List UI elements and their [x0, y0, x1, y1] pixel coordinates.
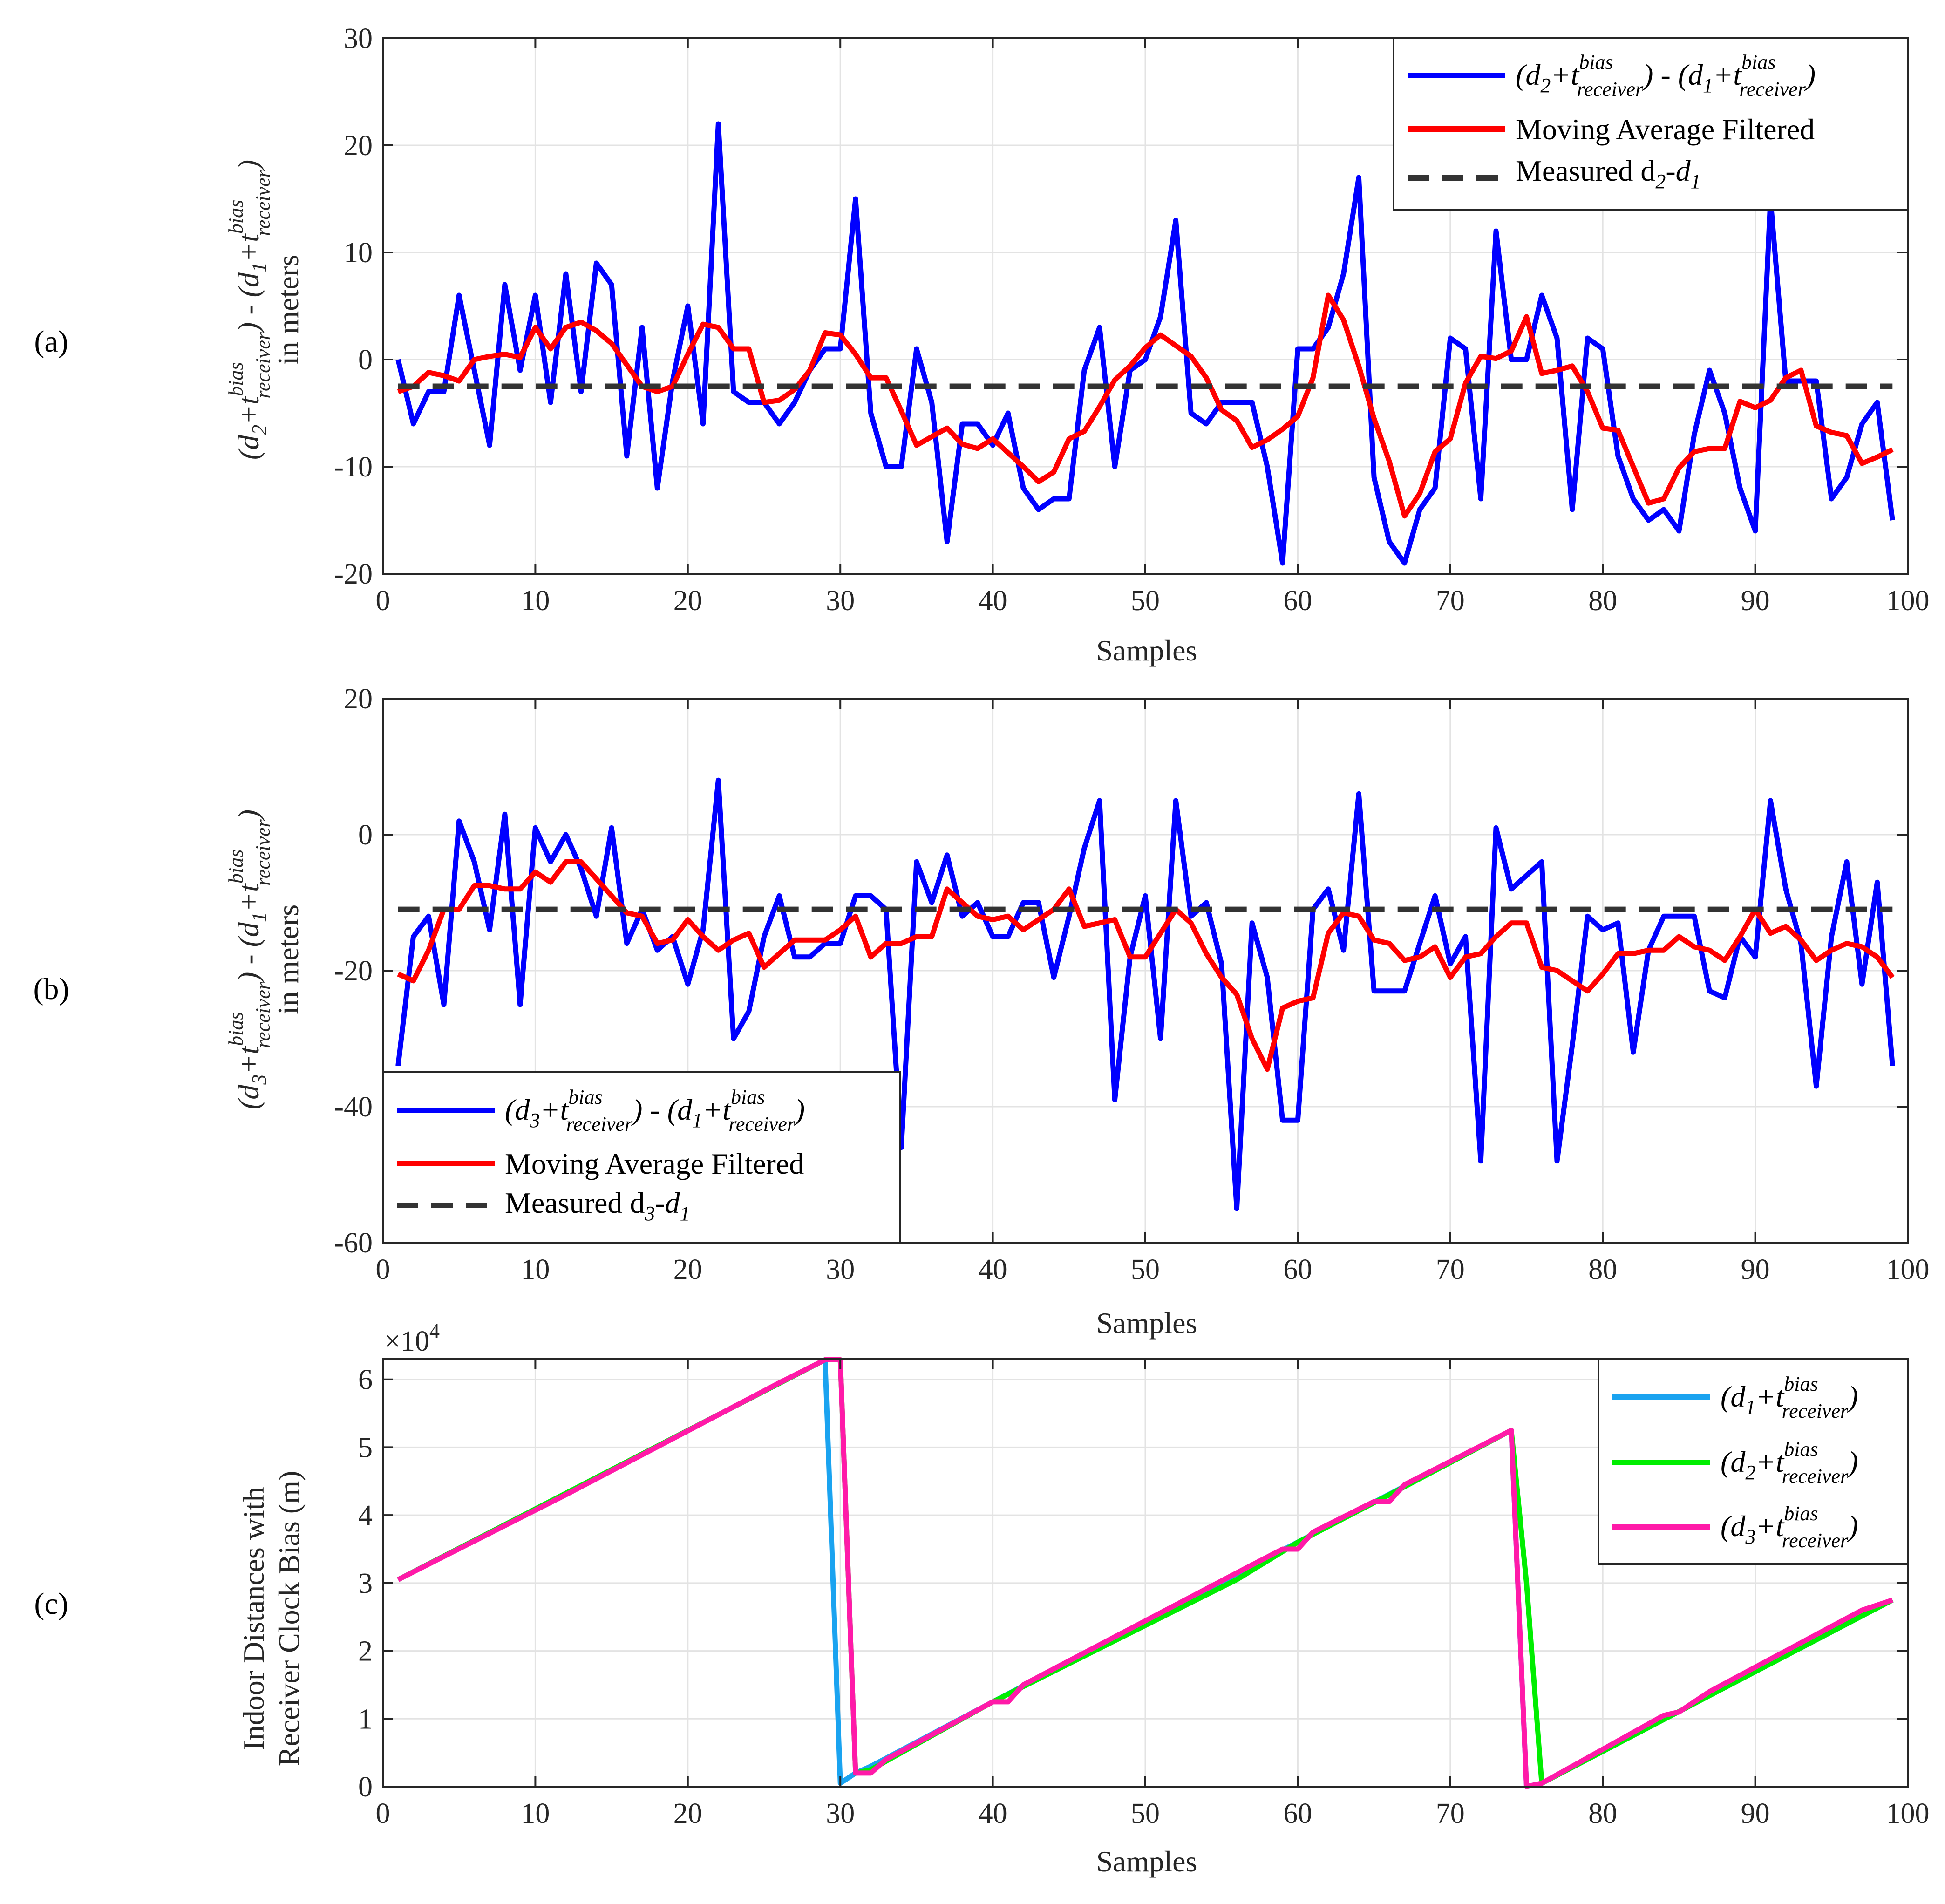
panel-b-xtick-label-5: 50 — [1131, 1254, 1160, 1285]
panel-b-legend-entry-0: (d3+tbias receiver) - (d1+tbias receiver) — [505, 1086, 805, 1136]
panel-c-xtick-label-2: 20 — [673, 1798, 702, 1829]
panel-c-ticks: 0 10 20 30 40 50 60 70 80 90 100 0 1 2 3 4 5 6 — [358, 1359, 1930, 1829]
panel-a-xtick-label-9: 90 — [1741, 585, 1770, 617]
panel-c-ytick-label-0: 0 — [358, 1771, 373, 1803]
panel-c-exponent-label: ×104 — [384, 1319, 440, 1357]
panel-c-legend-entry-0: (d1+tbias receiver) — [1721, 1373, 1858, 1422]
panel-a-x-axis-label: Samples — [1096, 634, 1197, 667]
panel-a-ytick-label-0: -20 — [334, 558, 373, 590]
panel-a-label: (a) — [34, 325, 68, 359]
panel-a-ytick-label-5: 30 — [344, 23, 373, 54]
panel-b-xtick-label-6: 60 — [1283, 1254, 1312, 1285]
panel-a-xtick-label-5: 50 — [1131, 585, 1160, 617]
panel-c-legend: (d1+tbias receiver) (d2+tbias receiver) (d… — [1598, 1358, 1909, 1565]
panel-b-xtick-label-7: 70 — [1436, 1254, 1465, 1285]
panel-a-ytick-label-2: 0 — [358, 344, 373, 376]
panel-b: (b) 0 10 20 30 40 50 60 70 80 90 100 -60 -40 -20 0 20 S… — [34, 683, 1930, 1340]
panel-a: (a) 0 10 20 30 40 50 60 70 80 90 100-20-100102030 … — [34, 23, 1929, 667]
panel-a-xtick-label-0: 0 — [376, 585, 390, 617]
panel-b-legend-entry-2: Measured d3-d1 — [505, 1186, 690, 1225]
panel-b-y-axis-label: (d3+tbias receiver) - (d1+tbias receiver) … — [224, 809, 305, 1109]
panel-b-x-axis-label: Samples — [1096, 1306, 1197, 1340]
panel-b-ytick-label-4: 20 — [344, 683, 373, 715]
panel-a-y-axis-label-line2: in meters — [272, 255, 305, 365]
panel-c: (c) 0 10 20 30 40 50 60 70 80 90 100 0 1 2 3 4 5 6 Sample… — [34, 1319, 1929, 1878]
panel-b-ticks: 0 10 20 30 40 50 60 70 80 90 100 -60 -40 -20 0 20 — [334, 683, 1929, 1285]
panel-b-xtick-label-10: 100 — [1886, 1254, 1930, 1285]
panel-c-legend-entry-1: (d2+tbias receiver) — [1721, 1438, 1858, 1488]
panel-c-xtick-label-7: 70 — [1436, 1798, 1465, 1829]
panel-b-xtick-label-2: 20 — [673, 1254, 702, 1285]
panel-c-y-axis-label-line2: Receiver Clock Bias (m) — [272, 1471, 306, 1766]
panel-c-xtick-label-8: 80 — [1588, 1798, 1617, 1829]
panel-b-xtick-label-1: 10 — [521, 1254, 550, 1285]
panel-c-ytick-label-5: 5 — [358, 1432, 373, 1463]
panel-b-ytick-label-0: -60 — [334, 1227, 373, 1259]
panel-b-xtick-label-9: 90 — [1741, 1254, 1770, 1285]
panel-a-xtick-label-7: 70 — [1436, 585, 1465, 617]
panel-b-y-axis-label-line2: in meters — [272, 904, 305, 1014]
panel-b-ytick-label-1: -40 — [334, 1091, 373, 1123]
panel-a-legend-box — [1393, 37, 1909, 211]
panel-c-xtick-label-9: 90 — [1741, 1798, 1770, 1829]
panel-c-xtick-label-3: 30 — [826, 1798, 855, 1829]
panel-c-series-2-line — [397, 1357, 1894, 1789]
panel-b-ytick-label-2: -20 — [334, 955, 373, 987]
panel-c-ytick-label-2: 2 — [358, 1636, 373, 1667]
panel-c-ytick-label-6: 6 — [358, 1364, 373, 1396]
panel-b-legend-entry-1: Moving Average Filtered — [505, 1147, 804, 1180]
panel-a-xtick-label-10: 100 — [1886, 585, 1930, 617]
panel-c-label: (c) — [34, 1587, 68, 1621]
panel-a-ticks: 0 10 20 30 40 50 60 70 80 90 100 -20 -10 0 10 20 30 — [334, 23, 1929, 617]
panel-c-ytick-label-4: 4 — [358, 1500, 373, 1531]
panel-a-ytick-label-4: 20 — [344, 130, 373, 162]
panel-b-legend: (d3+tbias receiver) - (d1+tbias receiver) … — [382, 1071, 901, 1244]
panel-a-xtick-label-4: 40 — [979, 585, 1007, 617]
panel-c-xtick-label-6: 60 — [1283, 1798, 1312, 1829]
panel-a-legend-entry-0: (d2+tbias receiver) - (d1+tbias receiver) — [1516, 51, 1816, 101]
panel-c-y-axis-label: Indoor Distances with Receiver Clock Bia… — [237, 1471, 306, 1766]
panel-b-legend-box — [382, 1071, 901, 1244]
panel-a-xtick-label-6: 60 — [1283, 585, 1312, 617]
panel-b-series — [395, 777, 1895, 1211]
panel-a-legend-entry-2: Measured d2-d1 — [1516, 154, 1701, 193]
panel-c-x-axis-label: Samples — [1096, 1845, 1197, 1878]
panel-c-xtick-label-5: 50 — [1131, 1798, 1160, 1829]
panel-b-xtick-label-0: 0 — [376, 1254, 390, 1285]
panel-a-xtick-label-8: 80 — [1588, 585, 1617, 617]
panel-a-y-axis-label: (d2+tbias receiver) - (d1+tbias receiver) … — [224, 160, 305, 460]
panel-c-y-axis-label-line1: Indoor Distances with — [237, 1487, 270, 1750]
panel-a-y-axis-label-line1: (d2+tbias receiver) - (d1+tbias receiver) — [224, 160, 274, 460]
panel-a-ytick-label-3: 10 — [344, 237, 373, 269]
panel-b-series-1-line — [397, 859, 1895, 1072]
panel-c-ytick-label-1: 1 — [358, 1703, 373, 1735]
panel-c-legend-entry-2: (d3+tbias receiver) — [1721, 1502, 1858, 1552]
panel-a-series-0-line — [395, 121, 1895, 566]
panel-b-ytick-label-3: 0 — [358, 819, 373, 851]
panel-a-xtick-label-3: 30 — [826, 585, 855, 617]
panel-b-xtick-label-4: 40 — [979, 1254, 1007, 1285]
panel-a-legend-entry-1: Moving Average Filtered — [1516, 113, 1815, 146]
panel-b-xtick-label-3: 30 — [826, 1254, 855, 1285]
panel-b-xtick-label-8: 80 — [1588, 1254, 1617, 1285]
panel-a-legend: (d2+tbias receiver) - (d1+tbias receiver) … — [1393, 37, 1909, 211]
panel-c-xtick-label-10: 100 — [1886, 1798, 1930, 1829]
panel-a-xtick-label-2: 20 — [673, 585, 702, 617]
panel-b-label: (b) — [34, 972, 69, 1006]
panel-c-xtick-label-1: 10 — [521, 1798, 550, 1829]
panel-a-xtick-label-1: 10 — [521, 585, 550, 617]
panel-c-xtick-label-4: 40 — [979, 1798, 1007, 1829]
panel-b-y-axis-label-line1: (d3+tbias receiver) - (d1+tbias receiver) — [224, 809, 274, 1109]
panel-c-ytick-label-3: 3 — [358, 1568, 373, 1599]
panel-c-xtick-label-0: 0 — [376, 1798, 390, 1829]
panel-a-ytick-label-1: -10 — [334, 451, 373, 483]
panel-a-series — [395, 121, 1895, 566]
